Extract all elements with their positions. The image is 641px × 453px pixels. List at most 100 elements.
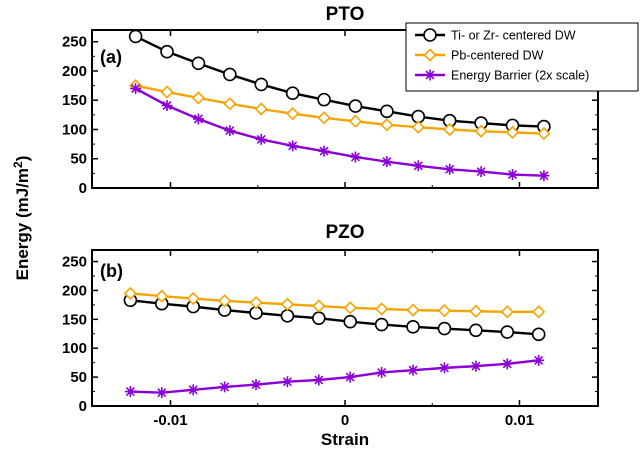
pzo-pb-centered-dw-point	[375, 302, 389, 316]
pzo-plot-frame	[91, 249, 599, 407]
pzo-ytick-label: 50	[70, 369, 87, 386]
pzo-pb-centered-dw-point	[217, 294, 232, 308]
pto-energy-barrier-2x-scale-point	[475, 166, 487, 178]
pto-energy-barrier-2x-scale-point	[224, 125, 236, 137]
pzo-energy-barrier-2x-scale-point	[219, 381, 231, 393]
pzo-ti-or-zr-centered-dw-point	[374, 317, 389, 332]
pzo-ti-or-zr-centered-dw-point	[343, 314, 358, 329]
pto-ti-or-zr-centered-dw-point	[160, 44, 174, 59]
pto-energy-barrier-2x-scale-point	[538, 170, 550, 182]
pzo-ti-or-zr-centered-dw-point	[531, 327, 546, 342]
pzo-pb-centered-dw-point	[469, 304, 483, 318]
x-axis-label: Strain	[321, 430, 369, 449]
pzo-ti-or-zr-centered-dw-point	[500, 325, 515, 339]
pto-energy-barrier-2x-scale-point	[412, 160, 424, 172]
pzo-xtick-label: -0.01	[153, 412, 187, 429]
pto-ytick-label: 200	[62, 63, 87, 80]
pzo-ytick-label: 0	[79, 398, 87, 415]
pto-energy-barrier-2x-scale-point	[287, 140, 299, 152]
pzo-title: PZO	[325, 222, 364, 243]
legend-energy-barrier-2x-scale-marker	[424, 69, 436, 81]
pzo-pb-centered-dw-point	[532, 305, 546, 319]
pzo-energy-barrier-2x-scale-point	[124, 386, 136, 398]
pzo-pb-centered-dw-point	[123, 286, 138, 300]
pto-ti-or-zr-centered-dw-point	[285, 86, 300, 100]
pzo-ytick-label: 200	[62, 282, 87, 299]
pzo-ti-or-zr-centered-dw-point	[406, 320, 420, 334]
legend-items: Ti- or Zr- centered DW Pb-centered DW Ener…	[415, 28, 589, 83]
pto-ytick-label: 250	[62, 34, 87, 51]
pto-pb-centered-dw-point	[317, 111, 331, 125]
pzo-pb-centered-dw-point	[343, 301, 357, 315]
legend-pb-centered-dw-marker	[423, 48, 437, 62]
pto-ytick-label: 0	[79, 180, 87, 197]
pto-pb-centered-dw-point	[443, 122, 457, 137]
pto-panel-label: (a)	[100, 47, 122, 67]
pzo-energy-barrier-2x-scale-point	[438, 362, 450, 374]
pzo-ytick-label: 250	[62, 254, 87, 271]
pto-pb-centered-dw-point	[380, 118, 394, 132]
pzo-series	[123, 286, 546, 399]
legend-pb-centered-dw-label: Pb-centered DW	[451, 49, 544, 63]
pzo-energy-barrier-2x-scale-point	[187, 384, 199, 396]
pto-energy-barrier-2x-scale-point	[444, 163, 456, 175]
pto-ti-or-zr-centered-dw-point	[128, 29, 143, 44]
pto-ytick-label: 100	[62, 121, 87, 138]
legend-ti-or-zr-centered-dw-label: Ti- or Zr- centered DW	[451, 29, 576, 43]
pzo-xtick-label: 0	[341, 412, 349, 429]
legend: Ti- or Zr- centered DW Pb-centered DW Ener…	[405, 22, 639, 92]
pzo-pb-centered-dw-point	[406, 303, 420, 317]
pzo-ti-or-zr-centered-dw-point	[437, 321, 452, 336]
y-axis-label-sup: 2	[11, 161, 25, 168]
y-axis-label: Energy (mJ/m2)	[11, 156, 32, 281]
pzo-pb-centered-dw-point	[186, 291, 200, 306]
pto-ti-or-zr-centered-dw-point	[191, 56, 206, 71]
pzo-pb-centered-dw-point	[500, 305, 514, 319]
pto-energy-barrier-2x-scale-point	[255, 133, 267, 145]
pzo-energy-barrier-2x-scale-point	[407, 364, 419, 376]
pto-ytick-label: 150	[62, 92, 87, 109]
pto-ti-or-zr-centered-dw-point	[317, 92, 331, 107]
pzo-energy-barrier-2x-scale-point	[470, 360, 482, 372]
y-axis-label-main: Energy (mJ/m	[13, 168, 32, 280]
pto-pb-centered-dw-point	[160, 85, 174, 99]
pto-pb-centered-dw-point	[474, 124, 488, 138]
pzo-energy-barrier-2x-scale-point	[250, 379, 262, 391]
pto-energy-barrier-2x-scale-point	[349, 151, 361, 163]
pzo-ti-or-zr-centered-dw-point	[280, 309, 295, 323]
pzo-xtick-label: 0.01	[505, 412, 534, 429]
pto-energy-barrier-2x-scale-point	[507, 169, 519, 181]
y-axis-label-close: )	[13, 156, 32, 162]
pto-energy-barrier-2x-scale-point	[381, 156, 393, 168]
pto-ti-or-zr-centered-dw-point	[223, 67, 237, 82]
pto-ti-or-zr-centered-dw-point	[254, 77, 269, 92]
pzo-energy-barrier-2x-scale-point	[533, 354, 545, 366]
pto-energy-barrier-2x-scale-point	[130, 83, 142, 95]
pzo-ytick-label: 150	[62, 311, 87, 328]
pzo-pb-centered-dw-point	[280, 297, 295, 311]
pto-pb-centered-dw-point	[254, 102, 268, 116]
pzo-energy-barrier-2x-scale-point	[156, 387, 168, 399]
pto-energy-barrier-2x-scale-point	[192, 113, 204, 125]
pto-pb-centered-dw-point	[191, 91, 206, 105]
pto-pb-centered-dw-point	[537, 126, 551, 141]
pto-ti-or-zr-centered-dw-point	[348, 99, 363, 113]
pzo-energy-barrier-2x-scale-point	[376, 366, 388, 378]
pzo-ti-or-zr-centered-dw-point	[469, 323, 483, 338]
pzo-pb-centered-dw-point	[437, 304, 452, 318]
pto-pb-centered-dw-point	[286, 107, 300, 121]
pto-pb-centered-dw-point	[505, 125, 520, 140]
pzo-pb-centered-dw-point	[249, 295, 263, 310]
pzo-ti-or-zr-centered-dw-point	[312, 311, 326, 325]
pzo-energy-barrier-2x-scale-point	[281, 376, 293, 388]
pto-energy-barrier-2x-scale-point	[318, 145, 330, 157]
pzo-ytick-label: 100	[62, 340, 87, 357]
legend-ti-or-zr-centered-dw-marker	[423, 28, 437, 42]
pzo-energy-barrier-2x-scale-point	[313, 374, 325, 386]
pto-ytick-label: 50	[70, 151, 87, 168]
pto-pb-centered-dw-point	[223, 97, 237, 111]
pto-ti-or-zr-centered-dw-point	[380, 104, 394, 119]
pzo-ticks: 0 50 100 150 200 250 -0.01 0 0.01	[62, 250, 598, 429]
pzo-pb-centered-dw-point	[155, 289, 169, 303]
pto-energy-barrier-2x-scale-point	[161, 99, 173, 111]
